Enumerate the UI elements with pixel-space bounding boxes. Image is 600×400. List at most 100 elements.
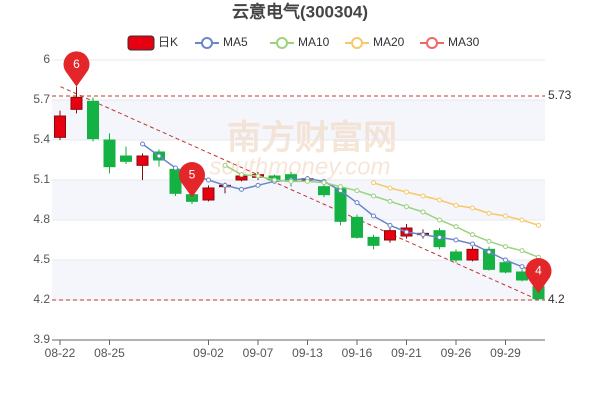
candle-body bbox=[351, 216, 363, 238]
ma-point bbox=[239, 172, 244, 178]
ma-point bbox=[387, 222, 393, 228]
x-tick-label: 09-29 bbox=[490, 346, 521, 360]
ma-point bbox=[156, 153, 162, 159]
ma-point bbox=[206, 177, 211, 183]
ma-point bbox=[272, 177, 277, 183]
y-tick-label: 5.4 bbox=[33, 132, 50, 146]
ma-point bbox=[371, 193, 376, 199]
ma-point bbox=[536, 222, 541, 228]
x-tick-label: 09-26 bbox=[441, 346, 472, 360]
ma-point bbox=[437, 197, 442, 203]
ma-point bbox=[404, 204, 409, 210]
watermark: 南方财富网 bbox=[227, 118, 397, 157]
ma-point bbox=[404, 229, 409, 235]
ma-point bbox=[371, 213, 376, 219]
grid-band bbox=[52, 260, 545, 300]
x-tick-label: 08-22 bbox=[45, 346, 76, 360]
mark-pin bbox=[63, 51, 90, 87]
candle-body bbox=[367, 236, 380, 246]
ma-point bbox=[140, 141, 145, 147]
legend-label: MA30 bbox=[448, 35, 480, 49]
ma-point bbox=[519, 264, 525, 270]
candle-body bbox=[120, 155, 132, 162]
legend-label: MA20 bbox=[373, 35, 405, 49]
ma-point bbox=[354, 188, 360, 194]
x-tick-label: 09-21 bbox=[391, 346, 422, 360]
ma-point bbox=[486, 210, 492, 216]
ma-point bbox=[519, 248, 525, 254]
ma-point bbox=[470, 205, 475, 211]
ma-point bbox=[503, 213, 508, 219]
ma-point bbox=[420, 193, 426, 199]
chart-title: 云意电气(300304) bbox=[232, 1, 368, 21]
candle-body bbox=[87, 100, 99, 140]
candle-body bbox=[70, 96, 83, 110]
legend-label: MA10 bbox=[298, 35, 330, 49]
ma-point bbox=[503, 244, 508, 250]
mark-pin-label: 4 bbox=[535, 264, 542, 278]
ma-point bbox=[420, 232, 426, 238]
ma-point bbox=[486, 238, 492, 244]
ma-point bbox=[354, 200, 360, 206]
legend-icon bbox=[426, 37, 438, 49]
y-tick-label: 5.1 bbox=[33, 172, 50, 186]
y-tick-label: 4.5 bbox=[33, 252, 50, 266]
ma-point bbox=[453, 237, 459, 243]
x-tick-label: 08-25 bbox=[94, 346, 125, 360]
ma-point bbox=[239, 186, 244, 192]
candle-body bbox=[202, 187, 215, 201]
ma-point bbox=[288, 178, 294, 184]
legend-label: MA5 bbox=[223, 35, 248, 49]
mark-line-label: 5.73 bbox=[548, 88, 572, 102]
grid-band bbox=[52, 180, 545, 220]
ma-point bbox=[387, 198, 393, 204]
ma-point bbox=[387, 185, 393, 191]
ma-point bbox=[437, 217, 442, 223]
ma-point bbox=[305, 178, 310, 184]
ma-point bbox=[420, 209, 426, 215]
x-tick-label: 09-02 bbox=[193, 346, 224, 360]
candle-body bbox=[384, 230, 396, 241]
ma-point bbox=[404, 189, 409, 195]
x-tick-label: 09-16 bbox=[342, 346, 373, 360]
ma-point bbox=[321, 180, 327, 186]
ma-point bbox=[222, 182, 228, 188]
candle-body bbox=[103, 139, 116, 168]
mark-line-label: 4.2 bbox=[548, 292, 565, 306]
y-tick-label: 6 bbox=[43, 52, 50, 66]
candle-body bbox=[499, 262, 512, 273]
legend-icon bbox=[201, 37, 213, 49]
candle-body bbox=[483, 248, 495, 270]
ma-line bbox=[224, 164, 539, 259]
mark-pin-label: 5 bbox=[189, 168, 196, 182]
ma-point bbox=[519, 217, 525, 223]
ma-point bbox=[453, 202, 459, 208]
ma-point bbox=[453, 224, 459, 230]
x-tick-label: 09-07 bbox=[243, 346, 274, 360]
y-tick-label: 4.2 bbox=[33, 292, 50, 306]
mark-pin-label: 6 bbox=[73, 57, 80, 71]
legend-label: 日K bbox=[158, 35, 178, 49]
candle-body bbox=[136, 155, 149, 166]
legend-icon bbox=[276, 37, 288, 49]
trend-line bbox=[60, 86, 539, 301]
ma-point bbox=[173, 165, 178, 171]
ma-point bbox=[338, 184, 343, 190]
ma-point bbox=[437, 234, 442, 240]
mark-pin bbox=[525, 258, 552, 294]
ma-point bbox=[255, 173, 261, 179]
ma-point bbox=[503, 257, 508, 263]
candle-body bbox=[54, 115, 66, 138]
legend-icon bbox=[127, 35, 155, 51]
y-tick-label: 3.9 bbox=[33, 332, 50, 346]
candle-body bbox=[450, 251, 462, 261]
ma-point bbox=[470, 232, 475, 238]
ma-point bbox=[222, 162, 228, 168]
ma-point bbox=[255, 182, 261, 188]
x-tick-label: 09-13 bbox=[292, 346, 323, 360]
ma-point bbox=[338, 188, 343, 194]
ma-point bbox=[371, 180, 376, 186]
candle-body bbox=[466, 248, 479, 261]
ma-point bbox=[486, 249, 492, 255]
